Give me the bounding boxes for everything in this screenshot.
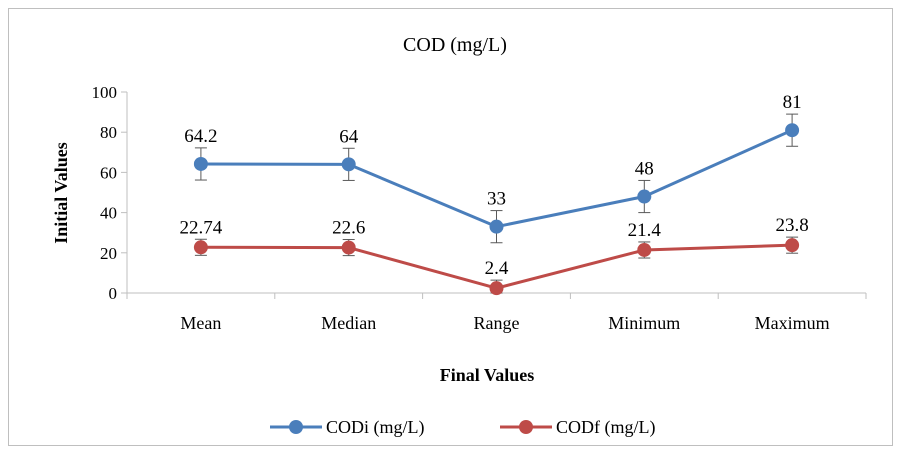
- data-label: 23.8: [775, 215, 808, 236]
- x-axis-label: Final Values: [440, 365, 535, 385]
- legend-label: CODf (mg/L): [556, 417, 655, 438]
- y-tick-label: 60: [100, 163, 117, 182]
- data-point: [637, 242, 652, 257]
- data-label: 22.6: [332, 218, 365, 239]
- chart-title: COD (mg/L): [403, 34, 507, 56]
- data-point: [341, 157, 356, 172]
- x-tick-label: Maximum: [755, 313, 830, 333]
- y-tick-label: 100: [92, 83, 118, 102]
- data-label: 21.4: [628, 220, 662, 241]
- legend-label: CODi (mg/L): [326, 417, 425, 438]
- data-point: [785, 238, 800, 253]
- legend-item: CODi (mg/L): [270, 417, 425, 438]
- legend-item: CODf (mg/L): [500, 417, 655, 438]
- data-label: 48: [635, 158, 654, 179]
- data-point: [341, 240, 356, 255]
- y-tick-label: 0: [109, 284, 118, 303]
- series-codf: 22.74 22.6 2.4 21.4 23.8: [180, 215, 809, 296]
- data-point: [637, 189, 652, 204]
- series-layer: 64.2 64 33 48 81 22.74 22.6 2.4 21.4 23.8: [180, 92, 809, 296]
- y-axis-label: Initial Values: [51, 142, 71, 244]
- data-label: 33: [487, 189, 506, 210]
- data-point: [785, 123, 800, 138]
- x-tick-label: Minimum: [608, 313, 680, 333]
- x-axis: Mean Median Range Minimum Maximum: [126, 292, 867, 333]
- x-tick-label: Mean: [180, 313, 221, 333]
- data-label: 64: [339, 126, 359, 147]
- x-tick-label: Median: [321, 313, 376, 333]
- y-axis: 0 20 40 60 80 100: [92, 83, 128, 303]
- data-point: [193, 156, 208, 171]
- legend: CODi (mg/L) CODf (mg/L): [270, 417, 655, 438]
- y-tick-label: 80: [100, 123, 117, 142]
- data-label: 22.74: [180, 217, 223, 238]
- data-label: 2.4: [485, 258, 509, 279]
- legend-marker: [519, 420, 533, 434]
- data-label: 81: [783, 92, 802, 113]
- data-point: [489, 281, 504, 296]
- legend-marker: [289, 420, 303, 434]
- x-tick-label: Range: [474, 313, 520, 333]
- data-point: [193, 240, 208, 255]
- y-tick-label: 20: [100, 244, 117, 263]
- y-tick-label: 40: [100, 204, 117, 223]
- chart-frame: [8, 8, 893, 446]
- series-codi: 64.2 64 33 48 81: [184, 92, 802, 244]
- data-point: [489, 219, 504, 234]
- data-label: 64.2: [184, 126, 217, 147]
